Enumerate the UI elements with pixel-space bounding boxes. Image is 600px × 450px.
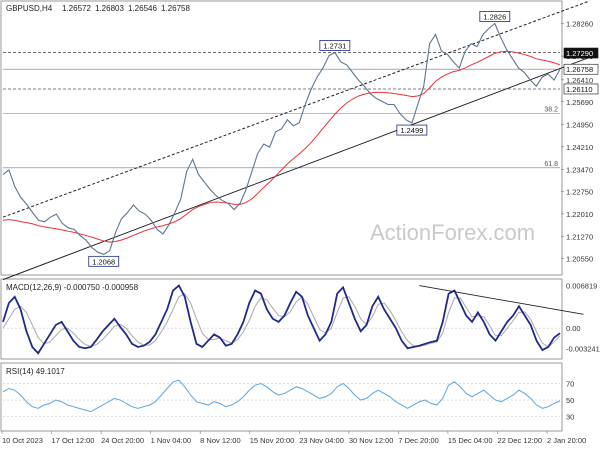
x-tick-label-6: 23 Nov 04:00 xyxy=(299,436,344,445)
x-tick-label-9: 15 Dec 04:00 xyxy=(448,436,493,445)
fib-label-61-8: 61.8 xyxy=(544,161,558,168)
macd-tick-label-2: -0.003241 xyxy=(566,344,600,353)
level-box-label-2: 1.2499 xyxy=(400,126,423,135)
macd-layer: 0.006819 0.00 -0.003241 xyxy=(2,281,600,355)
price-layer: 38.2 61.8 1.2068 1.2731 1.2499 1.2826 1.28260 1… xyxy=(2,0,599,281)
price-marker-1 xyxy=(563,63,599,75)
price-tick-label-5: 1.24210 xyxy=(566,143,593,152)
price-line xyxy=(2,22,561,255)
trend-line-0 xyxy=(2,56,590,281)
price-tick-label-4: 1.24950 xyxy=(566,120,593,129)
price-marker-label-2: 1.26110 xyxy=(566,85,593,94)
rsi-layer: 70 50 30 xyxy=(2,379,574,422)
symbol-label: GBPUSD,H4 xyxy=(6,4,53,13)
macd-title: MACD(12,26,9) -0.000750 -0.000958 xyxy=(6,283,139,292)
x-tick-label-3: 1 Nov 04:00 xyxy=(151,436,191,445)
rsi-title: RSI(14) 49.1017 xyxy=(6,367,65,376)
x-tick-label-1: 17 Oct 12:00 xyxy=(52,436,95,445)
macd-signal-line xyxy=(2,292,561,348)
x-tick-label-7: 30 Nov 12:00 xyxy=(349,436,394,445)
rsi-tick-label-0: 70 xyxy=(566,380,574,389)
price-tick-label-2: 1.26410 xyxy=(566,76,593,85)
rsi-tick-label-2: 30 xyxy=(566,413,574,422)
macd-panel xyxy=(0,278,563,360)
level-box-label-0: 1.2068 xyxy=(92,257,115,266)
ohlc-high: 1.26803 xyxy=(95,4,124,13)
ohlc-low: 1.26546 xyxy=(128,4,157,13)
price-tick-label-6: 1.23470 xyxy=(566,165,593,174)
x-tick-label-4: 8 Nov 12:00 xyxy=(200,436,240,445)
x-tick-label-11: 2 Jan 20:00 xyxy=(547,436,586,445)
price-marker-label-0: 1.27290 xyxy=(566,49,593,58)
fib-label-38-2: 38.2 xyxy=(544,107,558,114)
price-marker-label-1: 1.26758 xyxy=(566,65,593,74)
x-axis: 10 Oct 2023 17 Oct 12:00 24 Oct 20:00 1 Nov… xyxy=(1,431,586,445)
level-box-2 xyxy=(396,124,428,136)
macd-tick-label-1: 0.00 xyxy=(566,324,581,333)
rsi-panel xyxy=(0,362,563,432)
price-tick-label-7: 1.22750 xyxy=(566,187,593,196)
price-tick-label-0: 1.28260 xyxy=(566,19,593,28)
rsi-line xyxy=(2,379,561,413)
macd-tick-label-0: 0.006819 xyxy=(566,281,597,290)
price-tick-label-9: 1.21270 xyxy=(566,232,593,241)
price-tick-label-10: 1.20550 xyxy=(566,254,593,263)
x-tick-label-8: 7 Dec 20:00 xyxy=(398,436,438,445)
price-tick-label-3: 1.25690 xyxy=(566,98,593,107)
level-box-label-1: 1.2731 xyxy=(323,41,346,50)
level-box-1 xyxy=(319,40,351,51)
price-tick-label-8: 1.22010 xyxy=(566,210,593,219)
level-box-label-3: 1.2826 xyxy=(483,12,506,21)
price-panel xyxy=(0,0,563,276)
x-tick-label-5: 15 Nov 20:00 xyxy=(250,436,295,445)
price-marker-0 xyxy=(563,47,599,59)
price-marker-2 xyxy=(563,83,599,95)
x-tick-label-2: 24 Oct 20:00 xyxy=(101,436,144,445)
level-box-0 xyxy=(88,255,120,267)
moving-average-line xyxy=(2,50,561,243)
x-tick-label-10: 22 Dec 12:00 xyxy=(497,436,542,445)
ohlc-open: 1.26572 xyxy=(62,4,91,13)
rsi-tick-label-1: 50 xyxy=(566,396,574,405)
trend-line-1 xyxy=(2,0,590,218)
level-box-3 xyxy=(479,11,511,22)
watermark: ActionForex.com xyxy=(370,220,535,245)
macd-line xyxy=(2,284,561,355)
macd-trend-line xyxy=(419,285,584,315)
x-tick-label-0: 10 Oct 2023 xyxy=(2,436,43,445)
ohlc-close: 1.26758 xyxy=(161,4,190,13)
